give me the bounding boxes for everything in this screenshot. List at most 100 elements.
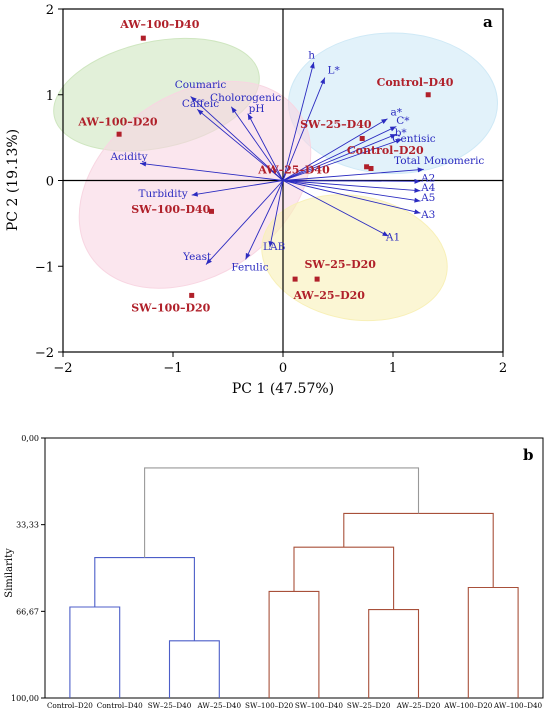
- loading-arrowhead: [190, 96, 197, 103]
- leaf-label: AW–25–D20: [396, 701, 441, 710]
- loading-vector: [205, 180, 284, 265]
- similarity-tick-label: 100,00: [11, 694, 39, 703]
- loading-vector: [282, 180, 421, 192]
- dendrogram-link: [268, 590, 320, 698]
- y-tick-label: 0: [46, 175, 54, 190]
- loading-arrowhead: [309, 62, 315, 69]
- sample-point: [292, 276, 298, 282]
- loading-label: C*: [396, 115, 410, 127]
- sample-point: [368, 165, 374, 171]
- loading-vector: [282, 133, 397, 181]
- panel-letter-b: b: [523, 446, 534, 464]
- loading-vector: [282, 77, 326, 181]
- loading-arrowhead: [389, 134, 397, 139]
- sample-point: [359, 135, 365, 141]
- loading-arrowhead: [320, 77, 325, 85]
- loading-vector: [282, 118, 388, 181]
- similarity-tick-label: 0,00: [21, 434, 39, 443]
- loading-label: Coumaric: [175, 79, 227, 91]
- dendrogram-links: [69, 467, 519, 698]
- sample-label: AW–100–D40: [119, 18, 199, 31]
- dendrogram-leaf-labels: Control–D20 Control–D40 SW–25–D40 AW–25–D40…: [47, 701, 543, 710]
- group-ellipse-2: [78, 80, 312, 289]
- loading-vector: [245, 180, 284, 260]
- loading-arrowhead: [245, 252, 251, 260]
- loading-label: Cholorogenic: [210, 92, 281, 104]
- leaf-label: AW–100–D40: [493, 701, 543, 710]
- loading-arrowhead: [382, 231, 389, 237]
- leaf-label: SW–100–D20: [245, 701, 294, 710]
- sample-label: SW–100–D40: [131, 203, 210, 216]
- sample-point: [140, 35, 146, 41]
- similarity-tick-label: 33,33: [16, 521, 39, 530]
- loading-label: Acidity: [109, 151, 147, 163]
- sample-point: [189, 292, 195, 298]
- dendrogram: 0,00 33,33 66,67 100,00 Control–D20 Control–…: [4, 434, 544, 710]
- loading-label: A2: [420, 172, 435, 184]
- group-ellipse-3: [261, 194, 448, 322]
- loading-vector: [191, 180, 284, 196]
- loading-arrowhead: [414, 187, 421, 193]
- group-ellipses: [53, 32, 498, 322]
- leaf-label: Control–D20: [47, 701, 93, 710]
- loading-label: Gentisic: [392, 133, 436, 145]
- x-tick-label: 2: [499, 361, 507, 376]
- loading-label: Yeast: [182, 251, 212, 263]
- loading-vector: [190, 96, 284, 181]
- loading-vector: [282, 180, 421, 202]
- loading-label: A3: [420, 209, 435, 221]
- sample-label: AW–100–D20: [77, 116, 157, 129]
- loading-label: Total Monomeric: [394, 155, 484, 167]
- y-tick-label: −2: [35, 346, 54, 361]
- loading-arrowhead: [206, 258, 212, 265]
- panel-letter-a: a: [483, 13, 493, 31]
- leaf-label: SW–25–D20: [347, 701, 391, 710]
- similarity-tick-label: 66,67: [16, 607, 39, 616]
- x-tick-label: 0: [279, 361, 287, 376]
- similarity-ticks: 0,00 33,33 66,67 100,00: [11, 434, 45, 703]
- x-tick-label: −1: [163, 361, 182, 376]
- loading-vector: [282, 180, 421, 182]
- y-axis-title: Similarity: [4, 548, 15, 598]
- loading-arrowhead: [247, 113, 253, 121]
- loading-arrowhead: [395, 138, 402, 144]
- loading-arrowhead: [381, 118, 388, 124]
- loading-vector: [196, 108, 284, 181]
- dendrogram-link: [144, 467, 420, 558]
- sample-points: AW–100–D40 AW–100–D20 Control–D40 SW–25–D40…: [77, 18, 453, 315]
- y-axis-title: PC 2 (19.13%): [5, 129, 21, 231]
- dendrogram-link: [343, 512, 494, 588]
- loading-vector: [269, 180, 284, 248]
- sample-point: [364, 164, 370, 170]
- loading-arrowhead: [191, 191, 199, 197]
- leaf-label: Control–D40: [97, 701, 143, 710]
- loading-vector: [230, 106, 284, 181]
- loading-label: b*: [395, 127, 408, 139]
- x-axis-title: PC 1 (47.57%): [232, 381, 334, 397]
- loading-vector: [282, 180, 389, 237]
- loading-label: A1: [385, 232, 400, 244]
- loading-vector: [139, 162, 284, 181]
- loading-vector: [282, 180, 421, 214]
- loading-vector: [282, 168, 424, 181]
- leaf-label: SW–100–D40: [295, 701, 344, 710]
- loading-label: Caffeic: [182, 98, 219, 110]
- axis-ticks: −2 −1 0 1 2 −2 −1 0 1 2: [35, 3, 507, 376]
- leaf-label: AW–100–D20: [443, 701, 493, 710]
- loading-arrowhead: [414, 178, 421, 184]
- sample-label: SW–25–D40: [300, 118, 372, 131]
- sample-label: SW–100–D20: [131, 302, 210, 315]
- x-tick-label: −2: [53, 361, 72, 376]
- sample-label: Control–D40: [377, 76, 454, 89]
- loading-label: a*: [391, 106, 403, 118]
- sample-label: Control–D20: [347, 144, 424, 157]
- sample-point: [116, 131, 122, 137]
- y-tick-label: −1: [35, 260, 54, 275]
- loading-vector: [282, 138, 402, 181]
- loading-label: LAB: [263, 241, 286, 253]
- loading-label: Ferulic: [231, 262, 268, 274]
- leaf-label: AW–25–D40: [197, 701, 242, 710]
- loading-label: L*: [327, 64, 340, 76]
- sample-point: [425, 92, 431, 98]
